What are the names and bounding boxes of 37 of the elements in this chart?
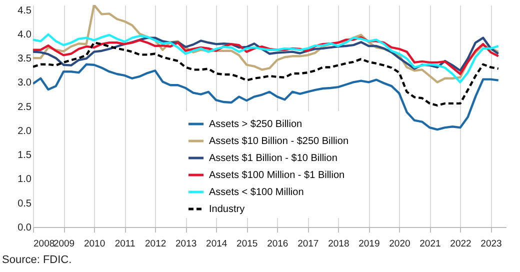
x-tick-label: 2017	[298, 238, 319, 250]
x-tick-label: 2011	[114, 238, 136, 250]
y-tick-label: 3.0	[18, 78, 32, 89]
x-tick-label: 2019	[358, 238, 380, 250]
y-tick-label: 2.5	[18, 102, 32, 113]
legend-label: Assets < $100 Million	[209, 187, 304, 198]
line-series	[33, 42, 500, 106]
x-tick-label: 2013	[176, 238, 197, 250]
y-tick-label: 0.0	[18, 222, 32, 234]
x-tick-label: 2020	[389, 238, 410, 250]
x-tick-label: 2021	[420, 238, 441, 250]
y-tick-label: 1.0	[18, 174, 32, 186]
legend-label: Assets $1 Billion - $10 Billion	[209, 153, 338, 164]
source-note: Source: FDIC.	[2, 254, 72, 266]
y-tick-label: 1.5	[18, 150, 32, 162]
x-tick-label: 2016	[267, 238, 288, 250]
x-tick-label: 2015	[236, 238, 258, 250]
line-series	[33, 63, 500, 131]
x-tick-label: 2008	[34, 238, 55, 250]
y-tick-label: 2.0	[18, 126, 32, 137]
y-tick-label: 3.5	[18, 54, 32, 65]
y-tick-label: 0.5	[18, 198, 32, 210]
y-tick-label: 4.0	[18, 29, 32, 40]
line-series	[33, 5, 500, 84]
x-tick-label: 2022	[450, 238, 472, 250]
x-tick-label: 2014	[206, 238, 228, 250]
x-tick-label: 2012	[144, 238, 166, 250]
legend-label: Industry	[209, 204, 245, 215]
y-tick-label: 4.5	[18, 5, 32, 16]
x-tick-label: 2010	[84, 238, 106, 250]
legend-label: Assets > $250 Billion	[209, 119, 302, 130]
x-tick-label: 2023	[480, 238, 502, 250]
line-series	[33, 33, 500, 84]
legend-label: Assets $10 Billion - $250 Billion	[209, 136, 349, 147]
x-tick-label: 2009	[53, 238, 75, 250]
legend-label: Assets $100 Million - $1 Billion	[209, 170, 345, 181]
x-tick-label: 2018	[328, 238, 350, 250]
